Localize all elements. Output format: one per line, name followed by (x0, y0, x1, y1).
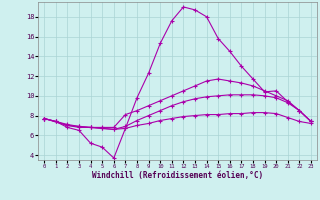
X-axis label: Windchill (Refroidissement éolien,°C): Windchill (Refroidissement éolien,°C) (92, 171, 263, 180)
